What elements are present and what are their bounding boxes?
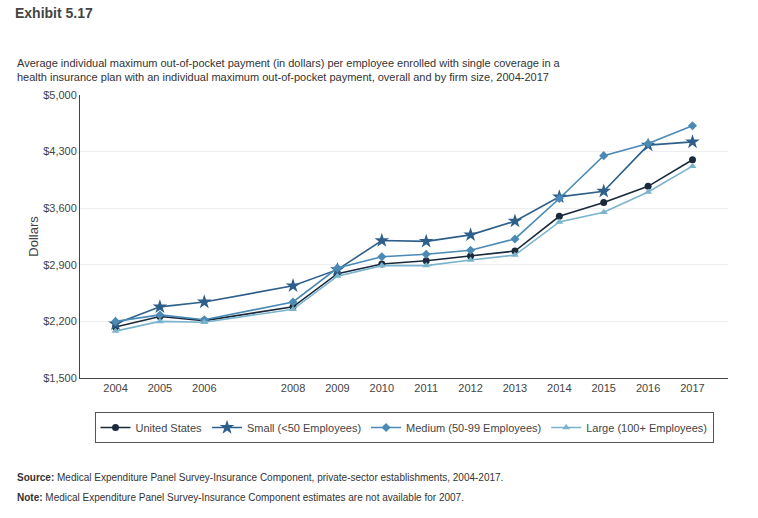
svg-text:2011: 2011	[414, 382, 438, 394]
svg-text:$4,300: $4,300	[43, 145, 77, 157]
svg-text:Small (<50 Employees): Small (<50 Employees)	[247, 422, 361, 434]
svg-text:2010: 2010	[370, 382, 394, 394]
svg-text:Medium (50-99 Employees): Medium (50-99 Employees)	[406, 422, 541, 434]
svg-text:United States: United States	[136, 422, 203, 434]
svg-text:$5,000: $5,000	[43, 89, 77, 101]
svg-text:$1,500: $1,500	[43, 372, 77, 384]
svg-text:2008: 2008	[281, 382, 305, 394]
svg-text:2005: 2005	[148, 382, 172, 394]
svg-text:2017: 2017	[680, 382, 704, 394]
svg-text:2015: 2015	[591, 382, 615, 394]
svg-text:Dollars: Dollars	[26, 216, 41, 257]
svg-text:2014: 2014	[547, 382, 571, 394]
svg-text:Exhibit 5.17: Exhibit 5.17	[15, 5, 93, 21]
svg-text:2013: 2013	[503, 382, 527, 394]
svg-text:Large (100+ Employees): Large (100+ Employees)	[586, 422, 707, 434]
svg-text:$3,600: $3,600	[43, 202, 77, 214]
svg-text:$2,200: $2,200	[43, 315, 77, 327]
svg-text:2009: 2009	[325, 382, 349, 394]
svg-text:Source: Medical Expenditure Pa: Source: Medical Expenditure Panel Survey…	[17, 472, 503, 483]
svg-text:2016: 2016	[636, 382, 660, 394]
svg-text:2012: 2012	[458, 382, 482, 394]
svg-text:Average individual maximum out: Average individual maximum out-of-pocket…	[17, 57, 561, 83]
svg-text:2006: 2006	[192, 382, 216, 394]
svg-text:2004: 2004	[103, 382, 127, 394]
svg-text:$2,900: $2,900	[43, 259, 77, 271]
svg-text:Note: Medical Expenditure Pane: Note: Medical Expenditure Panel Survey-I…	[17, 492, 464, 503]
